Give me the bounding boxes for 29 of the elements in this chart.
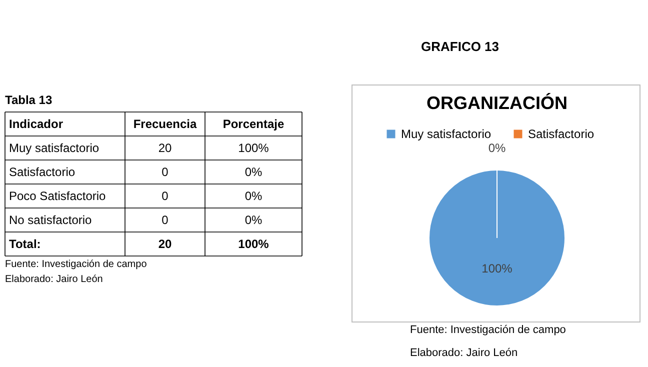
text: Elaborado: Jairo León: [5, 274, 103, 285]
text: 0: [162, 213, 169, 227]
text: 0: [162, 165, 169, 179]
text: Porcentaje: [222, 117, 285, 131]
data-label: 100%: [482, 262, 513, 276]
chart-title: ORGANIZACIÓN: [426, 93, 568, 113]
text: Indicador: [9, 117, 64, 131]
legend-label: Muy satisfactorio: [401, 127, 492, 141]
text: Frecuencia: [133, 117, 197, 131]
text: Elaborado: Jairo León: [410, 347, 518, 359]
text: GRAFICO 13: [420, 39, 500, 54]
text: Tabla 13: [5, 93, 52, 107]
source-note: Fuente: Investigación de campo: [5, 259, 148, 270]
text: Total:: [9, 237, 41, 251]
text: 0%: [488, 141, 506, 155]
text: Poco Satisfactorio: [9, 189, 106, 203]
text: 0%: [244, 165, 262, 179]
text: 0%: [244, 189, 262, 203]
text: 0%: [244, 213, 262, 227]
text: No satisfactorio: [9, 213, 92, 227]
legend-label: Satisfactorio: [528, 127, 594, 141]
text: 20: [158, 141, 172, 155]
text: 0: [162, 189, 169, 203]
text: 100%: [238, 237, 270, 251]
text: 100%: [238, 141, 270, 155]
text: Muy satisfactorio: [9, 141, 100, 155]
text: 20: [158, 237, 172, 251]
text: Satisfactorio: [9, 165, 76, 179]
source-note: Fuente: Investigación de campo: [410, 324, 566, 336]
